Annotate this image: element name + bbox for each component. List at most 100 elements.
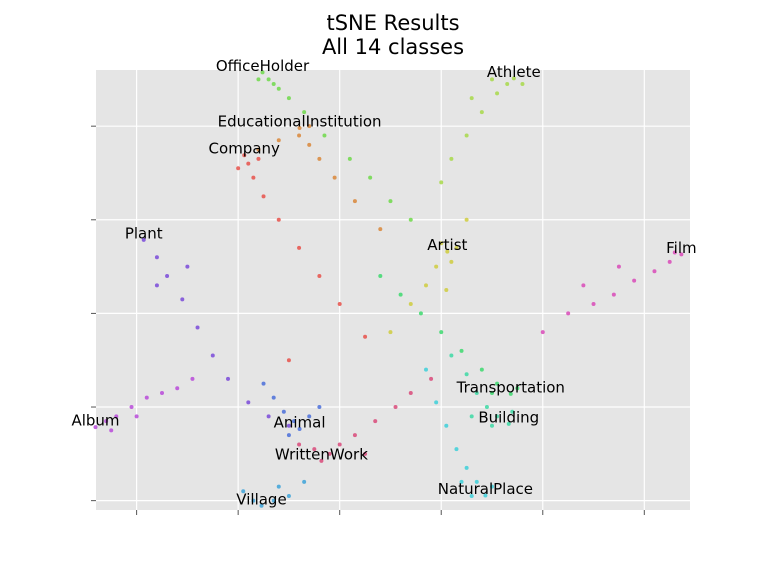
point <box>398 292 403 297</box>
point <box>459 479 464 484</box>
point <box>459 348 464 353</box>
point <box>246 161 251 166</box>
point <box>581 283 586 288</box>
point <box>266 414 271 419</box>
point <box>474 390 479 395</box>
point <box>479 367 484 372</box>
point <box>495 91 500 96</box>
point <box>652 269 657 274</box>
point <box>449 259 454 264</box>
point <box>109 428 114 433</box>
point <box>144 395 149 400</box>
point <box>286 358 291 363</box>
point <box>297 442 302 447</box>
point <box>317 156 322 161</box>
point <box>141 237 146 242</box>
cluster-label: NaturalPlace <box>438 480 533 498</box>
point <box>393 405 398 410</box>
point <box>210 353 215 358</box>
chart-title: tSNE Results <box>326 11 459 35</box>
point <box>332 175 337 180</box>
point <box>165 273 170 278</box>
point <box>483 493 488 498</box>
point <box>134 414 139 419</box>
point <box>154 255 159 260</box>
point <box>388 330 393 335</box>
point <box>511 76 516 81</box>
cluster-label: Transportation <box>456 378 565 396</box>
point <box>667 259 672 264</box>
point <box>242 153 247 158</box>
point <box>506 421 511 426</box>
point <box>271 498 276 503</box>
point <box>490 484 494 489</box>
cluster-label: EducationalInstitution <box>218 113 382 131</box>
point <box>424 283 428 288</box>
point <box>444 288 449 292</box>
cluster-label: Plant <box>125 224 163 242</box>
cluster-label: WrittenWork <box>275 445 368 463</box>
point <box>632 278 637 283</box>
cluster-label: Album <box>71 412 119 430</box>
point <box>439 241 444 246</box>
point <box>566 311 571 316</box>
point <box>464 465 469 470</box>
point <box>434 400 439 405</box>
point <box>276 138 281 143</box>
point <box>271 395 276 400</box>
point <box>490 423 494 428</box>
point <box>312 447 317 452</box>
point <box>297 245 302 250</box>
point <box>454 447 459 452</box>
point <box>226 376 230 381</box>
point <box>373 419 378 424</box>
point <box>337 302 342 307</box>
point <box>251 175 256 180</box>
point <box>591 302 596 307</box>
point <box>449 353 454 358</box>
point <box>479 110 484 115</box>
point <box>363 451 368 456</box>
point <box>180 297 185 302</box>
point <box>93 425 98 430</box>
point <box>408 217 413 222</box>
point <box>317 405 322 410</box>
point <box>322 133 327 138</box>
point <box>352 199 357 204</box>
point <box>510 409 515 414</box>
point <box>495 381 500 386</box>
point <box>434 264 439 269</box>
point <box>241 489 246 494</box>
point <box>520 82 525 87</box>
point <box>259 503 264 508</box>
point <box>490 390 494 395</box>
point <box>302 479 307 484</box>
point <box>352 433 357 438</box>
cluster-label: Animal <box>274 414 326 432</box>
point <box>286 423 291 428</box>
point <box>515 386 520 391</box>
cluster-label: Athlete <box>487 63 541 81</box>
point <box>540 330 545 335</box>
point <box>616 264 621 269</box>
point <box>251 498 256 503</box>
point <box>286 493 291 498</box>
point <box>302 110 307 115</box>
point <box>408 390 413 395</box>
point <box>190 376 195 381</box>
point <box>505 82 510 87</box>
point <box>429 376 434 381</box>
point <box>464 372 469 377</box>
point <box>276 86 281 91</box>
point <box>464 217 469 222</box>
point <box>297 126 302 131</box>
point <box>175 386 180 391</box>
point <box>490 77 494 82</box>
point <box>474 479 479 484</box>
point <box>469 493 474 498</box>
point <box>260 70 265 75</box>
point <box>378 227 383 232</box>
point <box>611 292 616 297</box>
point <box>388 199 393 204</box>
